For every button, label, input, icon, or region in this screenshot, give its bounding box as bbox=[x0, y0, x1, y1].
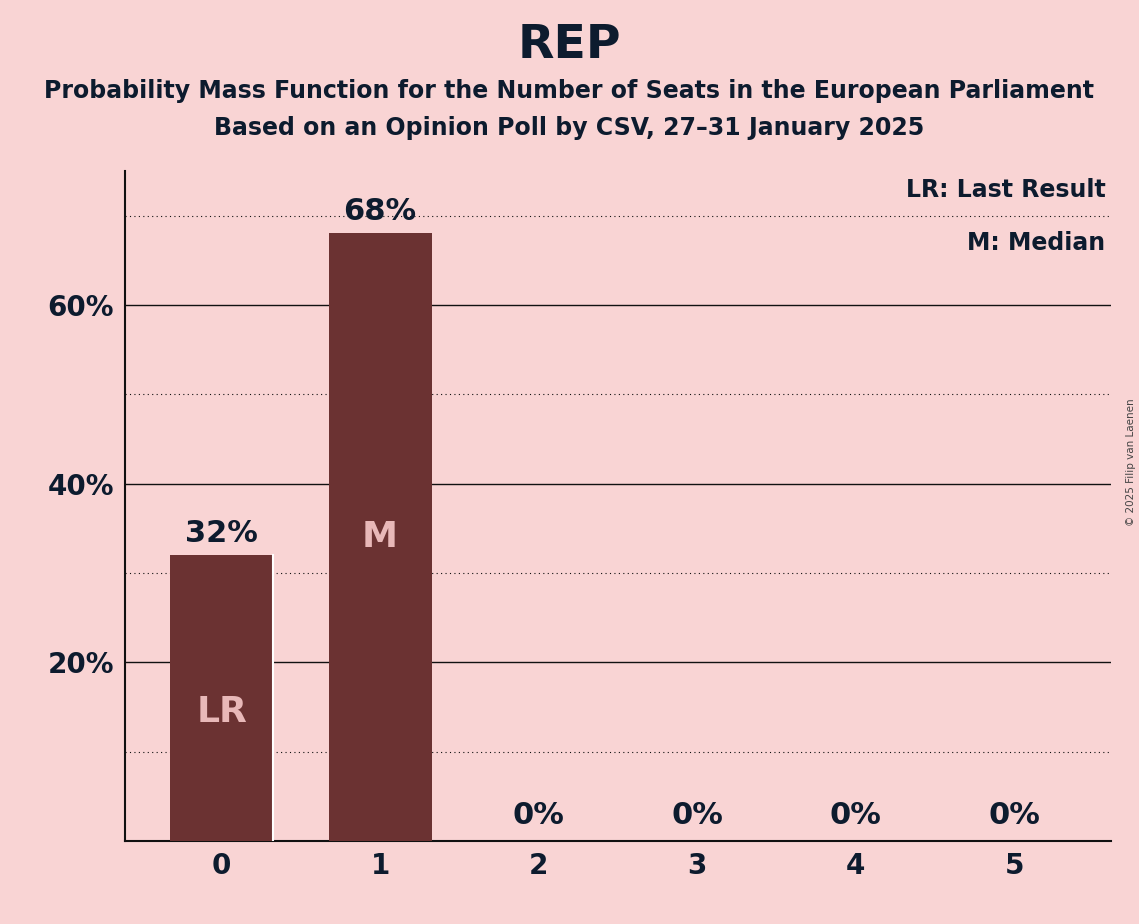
Text: LR: Last Result: LR: Last Result bbox=[906, 177, 1106, 201]
Text: REP: REP bbox=[518, 23, 621, 68]
Text: 0%: 0% bbox=[829, 801, 882, 830]
Bar bbox=[170, 555, 273, 841]
Bar bbox=[328, 234, 432, 841]
Text: 0%: 0% bbox=[671, 801, 723, 830]
Text: M: M bbox=[362, 520, 399, 554]
Text: 32%: 32% bbox=[186, 519, 259, 548]
Text: M: Median: M: Median bbox=[967, 231, 1106, 255]
Text: 0%: 0% bbox=[989, 801, 1040, 830]
Text: 68%: 68% bbox=[344, 198, 417, 226]
Text: Based on an Opinion Poll by CSV, 27–31 January 2025: Based on an Opinion Poll by CSV, 27–31 J… bbox=[214, 116, 925, 140]
Text: © 2025 Filip van Laenen: © 2025 Filip van Laenen bbox=[1126, 398, 1136, 526]
Text: Probability Mass Function for the Number of Seats in the European Parliament: Probability Mass Function for the Number… bbox=[44, 79, 1095, 103]
Text: LR: LR bbox=[196, 695, 247, 729]
Text: 0%: 0% bbox=[513, 801, 565, 830]
